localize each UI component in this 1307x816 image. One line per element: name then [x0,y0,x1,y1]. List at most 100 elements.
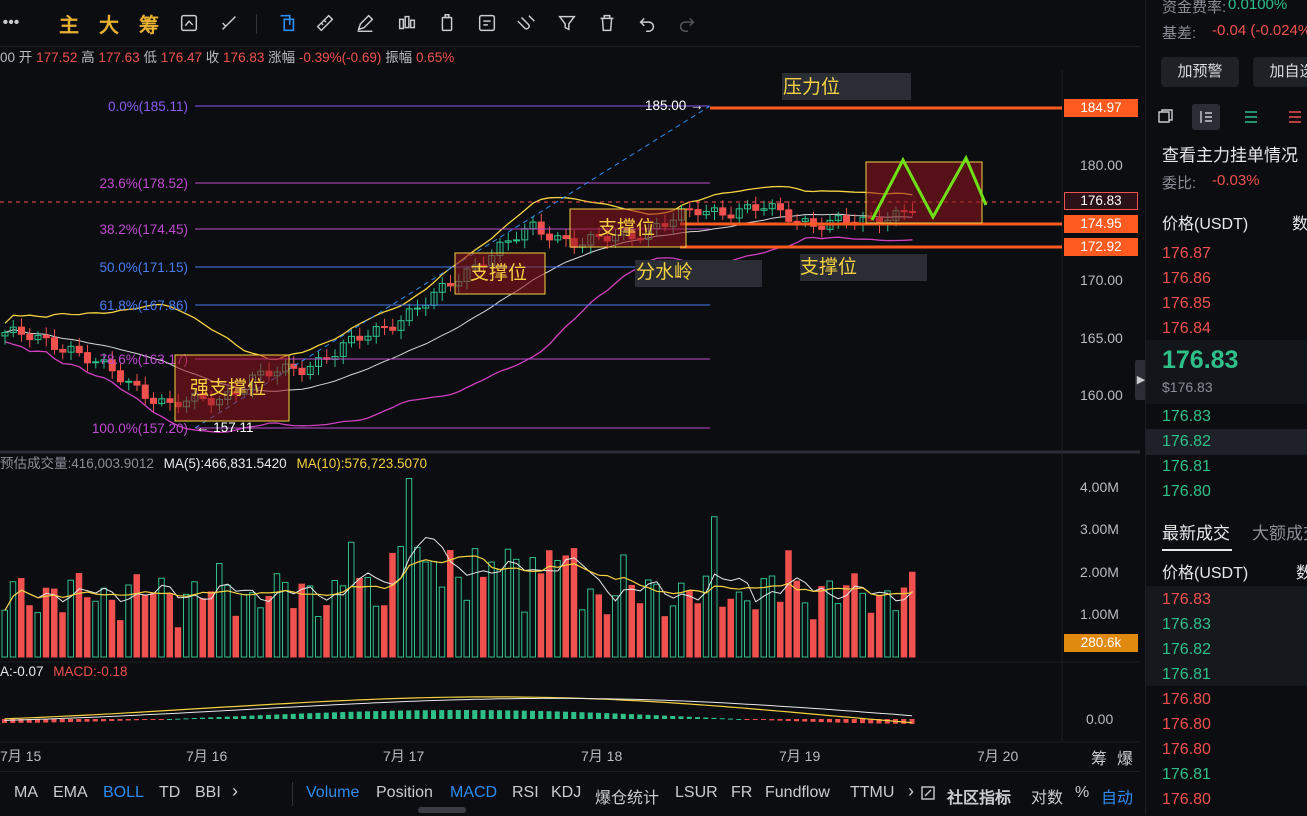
indicator-ttmu[interactable]: TTMU [850,784,895,801]
indicator-position[interactable]: Position [376,784,433,801]
chip-distribution-button[interactable]: 筹 [139,14,159,37]
volume-bar [810,619,817,658]
fib-label: 100.0%(157.20) [92,421,188,436]
fib-label: 0.0%(185.11) [108,99,188,114]
macd-bar [521,710,527,719]
macd-bar [563,711,568,719]
macd-bar [233,716,238,719]
price-chart[interactable]: 0.0%(185.11) 23.6%(178.52) 38.2%(174.45) 50… [0,46,1140,770]
macd-bar [348,711,354,719]
large-order-button[interactable]: 大 [99,14,119,37]
auto-scale-toggle[interactable]: 自动 [1101,790,1134,807]
high-value: 177.63 [98,50,140,65]
add-alert-button[interactable]: 加预警 [1161,57,1239,87]
candle-body [290,363,298,369]
orderbook-mode-asks-icon[interactable] [1242,108,1260,131]
volume-bar [298,583,305,658]
macd-bar [125,719,131,721]
undo-icon[interactable] [634,10,660,36]
chevron-right-icon[interactable]: › [232,781,238,801]
bid-price[interactable]: 176.82 [1162,433,1211,450]
indicator-liquidation[interactable]: 爆仓统计 [595,790,660,807]
candle-body [537,221,545,235]
volume-bar [389,552,396,658]
log-scale-toggle[interactable]: 对数 [1031,790,1064,807]
bid-price[interactable]: 176.80 [1162,483,1211,500]
candlestick-icon[interactable] [394,10,420,36]
chip-corner-button[interactable]: 筹 [1091,751,1108,768]
indicator-fundflow[interactable]: Fundflow [765,784,830,801]
orderbook-mode-active-icon[interactable] [1192,104,1220,130]
indicator-settings-icon[interactable] [176,10,202,36]
indicator-macd[interactable]: MACD [450,784,498,801]
cursor-draw-icon[interactable] [274,10,300,36]
trades-highlight [1146,586,1307,686]
add-watchlist-button[interactable]: 加自选 [1253,57,1307,87]
volume-bar [661,616,668,658]
ask-price[interactable]: 176.87 [1162,245,1211,262]
volume-bar [694,603,701,658]
indicator-volume[interactable]: Volume [306,784,360,801]
indicator-boll[interactable]: BOLL [103,784,144,801]
ruler-icon[interactable] [312,10,338,36]
scroll-handle[interactable] [418,807,466,813]
macd-bar [439,710,445,719]
volume-bar [18,578,25,658]
tab-large-trades[interactable]: 大额成交 [1252,524,1307,543]
qty-column-header: 数 [1292,216,1307,233]
macd-bar [200,717,205,719]
volume-last-tag: 280.6k [1064,634,1138,652]
percent-scale-toggle[interactable]: % [1075,784,1090,801]
collapse-panel-icon[interactable]: ▶ [1135,360,1147,400]
macd-bar [51,719,57,723]
indicator-td[interactable]: TD [159,784,181,801]
indicator-ema[interactable]: EMA [53,784,88,801]
volume-bar [232,615,239,658]
macd-bar [323,712,329,719]
tab-latest-trades[interactable]: 最新成交 [1162,524,1230,543]
trash-icon[interactable] [594,10,620,36]
price-tick: 160.00 [1080,387,1123,403]
chevron-right-icon[interactable]: › [908,781,914,801]
support-zone-a [454,252,546,295]
pen-icon[interactable] [352,10,378,36]
candle-body [92,361,100,364]
bid-price[interactable]: 176.81 [1162,458,1211,475]
more-menu-icon[interactable]: ••• [2,14,20,31]
macd-bar [134,719,139,721]
macd-bar [587,712,593,719]
candle-body [298,367,306,376]
ask-price[interactable]: 176.84 [1162,320,1211,337]
macd-bar [158,719,164,720]
volume-bar [620,554,627,658]
bid-price[interactable]: 176.83 [1162,408,1211,425]
main-chart-button[interactable]: 主 [59,14,79,37]
community-indicators[interactable]: 社区指标 [947,790,1012,807]
volume-bars [1,478,916,658]
edit-icon[interactable] [474,10,500,36]
liquidation-corner-button[interactable]: 爆 [1117,751,1134,768]
indicator-fr[interactable]: FR [731,784,753,801]
copy-icon[interactable] [434,10,460,36]
indicator-rsi[interactable]: RSI [512,784,539,801]
fib-high-mark: 185.00 → [645,98,704,113]
indicator-ma[interactable]: MA [14,784,38,801]
volume-estimate: 预估成交量:416,003.9012 [0,456,154,471]
view-main-orders-link[interactable]: 查看主力挂单情况 [1162,146,1298,165]
magnet-icon[interactable] [514,10,540,36]
edit-indicator-icon[interactable] [920,785,936,806]
ask-price[interactable]: 176.86 [1162,270,1211,287]
macd-bar [579,712,585,719]
ask-price[interactable]: 176.85 [1162,295,1211,312]
orderbook-mode-both-icon[interactable] [1156,108,1174,131]
draw-line-icon[interactable] [216,10,242,36]
indicator-lsur[interactable]: LSUR [675,784,718,801]
orderbook-mode-bids-icon[interactable] [1286,108,1304,131]
candle-body [372,326,380,337]
macd-bar [752,719,758,720]
indicator-bbi[interactable]: BBI [195,784,221,801]
indicator-kdj[interactable]: KDJ [551,784,582,801]
redo-icon[interactable] [674,10,700,36]
candle-body [546,233,553,241]
filter-icon[interactable] [554,10,580,36]
